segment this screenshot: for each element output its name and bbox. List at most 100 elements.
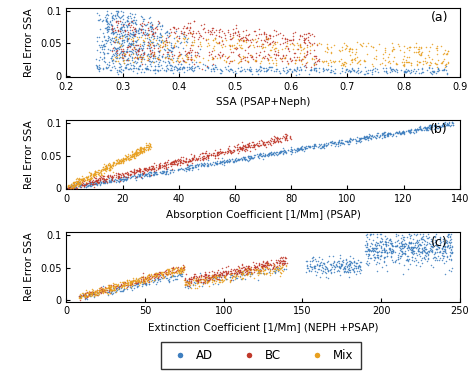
Point: [144, 41, 151, 48]
Point: [170, 44, 177, 50]
Point: [214, 271, 221, 277]
Point: [134, 276, 142, 282]
Point: [276, 261, 283, 267]
Point: [139, 278, 146, 284]
Point: [203, 163, 211, 169]
Point: [156, 34, 164, 40]
Point: [148, 22, 155, 28]
Point: [205, 283, 213, 289]
Point: [177, 266, 184, 272]
Point: [177, 266, 184, 272]
Point: [69, 182, 76, 188]
Point: [267, 135, 275, 141]
Point: [433, 43, 440, 49]
Point: [365, 262, 372, 268]
Point: [275, 265, 283, 271]
Point: [245, 155, 253, 161]
Point: [259, 150, 266, 156]
Point: [246, 265, 254, 271]
Point: [203, 277, 211, 283]
Point: [183, 283, 191, 289]
Point: [435, 67, 443, 73]
Point: [100, 17, 107, 23]
Point: [189, 156, 196, 162]
Point: [140, 170, 148, 176]
Point: [168, 63, 176, 69]
Point: [110, 47, 118, 53]
Point: [95, 62, 103, 68]
Point: [407, 240, 414, 246]
Point: [203, 274, 211, 280]
Point: [230, 143, 237, 149]
Point: [372, 132, 380, 138]
Point: [122, 177, 129, 183]
Point: [145, 274, 152, 280]
Point: [94, 290, 101, 296]
Point: [345, 267, 353, 273]
Point: [173, 65, 181, 71]
Point: [91, 290, 98, 296]
Point: [203, 277, 210, 283]
Point: [208, 161, 216, 167]
Point: [432, 61, 440, 67]
Point: [133, 54, 141, 60]
Point: [64, 183, 72, 189]
Point: [106, 38, 113, 44]
Point: [346, 68, 354, 74]
Point: [411, 240, 419, 246]
Point: [86, 183, 94, 189]
Point: [220, 158, 228, 164]
Point: [228, 276, 235, 282]
Point: [246, 37, 254, 43]
Point: [234, 268, 242, 274]
Point: [142, 274, 149, 280]
Point: [432, 123, 439, 129]
Point: [364, 135, 371, 141]
Point: [185, 276, 193, 282]
Point: [193, 277, 201, 283]
Point: [439, 121, 447, 127]
Point: [199, 162, 206, 169]
Point: [374, 66, 381, 72]
Point: [245, 139, 253, 146]
Point: [227, 278, 234, 284]
Point: [136, 282, 143, 288]
Point: [386, 236, 394, 242]
Point: [109, 38, 117, 44]
Point: [347, 259, 355, 265]
Point: [135, 34, 142, 40]
Point: [109, 165, 116, 171]
Point: [256, 60, 264, 66]
Point: [189, 33, 196, 39]
Point: [96, 289, 104, 295]
Point: [265, 139, 273, 145]
Point: [191, 271, 199, 277]
Point: [163, 170, 170, 176]
Point: [95, 289, 103, 295]
Point: [380, 129, 388, 135]
Point: [164, 66, 172, 72]
Point: [172, 157, 179, 163]
Point: [186, 25, 194, 31]
Point: [373, 230, 381, 236]
Point: [166, 267, 173, 273]
Point: [120, 37, 128, 43]
Point: [307, 64, 315, 70]
Point: [136, 171, 144, 177]
Point: [444, 121, 451, 127]
Point: [327, 63, 335, 69]
Point: [92, 171, 100, 177]
Point: [205, 277, 213, 283]
Point: [373, 132, 381, 138]
Point: [220, 272, 228, 278]
Point: [413, 126, 420, 132]
Point: [223, 66, 230, 72]
Point: [402, 69, 410, 75]
Point: [127, 281, 135, 287]
Point: [214, 272, 221, 278]
Point: [140, 43, 147, 49]
Point: [239, 55, 247, 61]
Point: [262, 34, 270, 40]
Point: [88, 292, 96, 298]
Point: [304, 34, 312, 40]
